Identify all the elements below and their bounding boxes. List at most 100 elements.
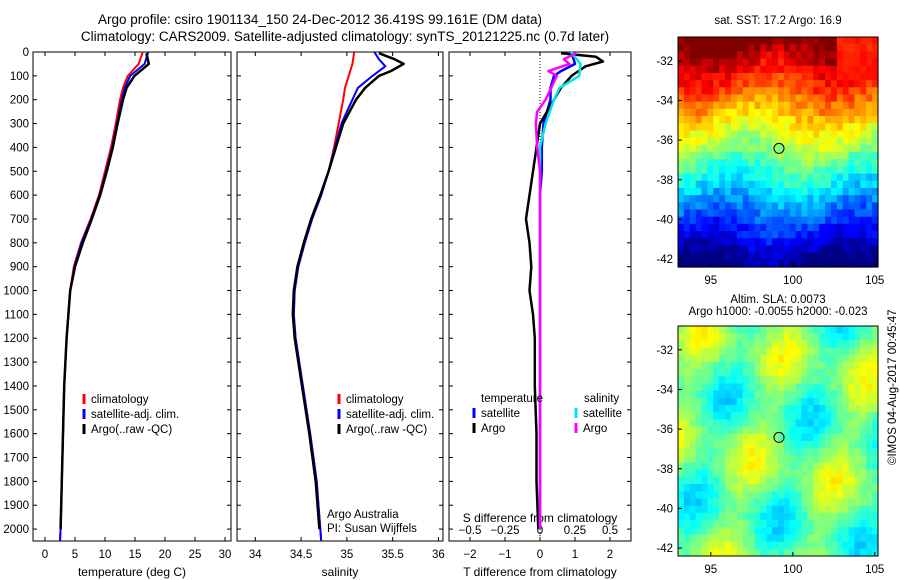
map-cell — [789, 455, 797, 464]
map-cell — [683, 195, 691, 203]
map-cell — [836, 548, 844, 557]
map-cell — [789, 354, 797, 363]
map-cell — [778, 101, 785, 110]
map-cell — [713, 512, 720, 521]
map-cell — [860, 187, 867, 196]
map-cell — [772, 405, 779, 413]
map-cell — [830, 101, 838, 110]
map-cell — [683, 101, 691, 110]
map-cell — [754, 505, 761, 514]
map-cell — [736, 80, 744, 88]
map-cell — [683, 419, 691, 428]
map-cell — [725, 376, 732, 385]
x-tick-label: 95 — [704, 275, 717, 287]
map-cell — [707, 130, 714, 139]
map-cell — [683, 491, 691, 500]
map-cell — [795, 469, 803, 478]
map-cell — [748, 383, 756, 392]
map-cell — [766, 512, 773, 521]
map-cell — [778, 390, 785, 399]
map-cell — [830, 108, 838, 117]
map-cell — [760, 326, 767, 334]
map-cell — [683, 108, 691, 117]
map-cell — [813, 116, 820, 124]
map-cell — [772, 376, 779, 385]
map-cell — [760, 412, 767, 421]
map-cell — [836, 173, 844, 182]
map-cell — [736, 51, 744, 60]
map-cell — [807, 326, 814, 334]
map-cell — [860, 369, 867, 377]
map-cell — [836, 333, 844, 341]
map-cell — [754, 123, 761, 132]
map-cell — [766, 252, 773, 261]
map-cell — [707, 223, 714, 232]
map-cell — [825, 252, 832, 261]
map-cell — [854, 159, 861, 167]
map-cell — [866, 245, 873, 254]
map-cell — [866, 426, 873, 435]
map-cell — [825, 376, 832, 385]
map-cell — [854, 441, 861, 449]
map-cell — [754, 116, 761, 124]
map-cell — [836, 209, 844, 218]
map-cell — [683, 80, 691, 88]
map-cell — [872, 108, 879, 117]
map-cell — [842, 166, 850, 175]
map-cell — [795, 498, 803, 507]
map-cell — [695, 116, 703, 124]
map-cell — [807, 187, 814, 196]
map-cell — [860, 505, 867, 514]
map-cell — [713, 333, 720, 341]
map-cell — [725, 101, 732, 110]
map-cell — [795, 340, 803, 349]
map-cell — [678, 144, 685, 153]
map-cell — [725, 108, 732, 117]
map-cell — [872, 448, 879, 456]
map-cell — [813, 441, 820, 449]
map-cell — [783, 347, 791, 356]
map-cell — [789, 209, 797, 218]
map-cell — [848, 441, 856, 449]
map-cell — [778, 195, 785, 203]
map-cell — [713, 72, 720, 81]
map-cell — [783, 202, 791, 211]
map-cell — [689, 326, 697, 334]
map-cell — [748, 180, 756, 189]
legend-item: Argo — [481, 423, 505, 435]
map-cell — [854, 144, 861, 153]
map-cell — [766, 94, 773, 103]
map-title: Altim. SLA: 0.0073 — [730, 294, 825, 306]
map-cell — [860, 209, 867, 218]
x-tick-label: 5 — [72, 549, 78, 561]
map-cell — [742, 137, 750, 146]
map-cell — [795, 195, 803, 203]
map-cell — [719, 462, 726, 471]
map-cell — [842, 130, 850, 139]
map-cell — [713, 376, 720, 385]
map-cell — [783, 195, 791, 203]
map-cell — [842, 238, 850, 247]
map-cell — [707, 534, 714, 543]
map-cell — [842, 426, 850, 435]
map-cell — [789, 202, 797, 211]
map-cell — [854, 80, 861, 88]
map-cell — [772, 44, 779, 52]
map-cell — [813, 80, 820, 88]
map-cell — [801, 80, 809, 88]
map-cell — [719, 87, 726, 96]
map-cell — [866, 216, 873, 225]
map-cell — [789, 448, 797, 456]
map-cell — [836, 462, 844, 471]
map-cell — [707, 108, 714, 117]
x-tick-label: 35 — [340, 549, 353, 561]
map-cell — [701, 333, 709, 341]
series-line-argo-raw-qc- — [291, 52, 405, 530]
map-cell — [801, 419, 809, 428]
map-cell — [836, 231, 844, 239]
map-cell — [830, 116, 838, 124]
map-cell — [766, 476, 773, 485]
map-cell — [848, 347, 856, 356]
map-cell — [866, 512, 873, 521]
map-cell — [830, 238, 838, 247]
